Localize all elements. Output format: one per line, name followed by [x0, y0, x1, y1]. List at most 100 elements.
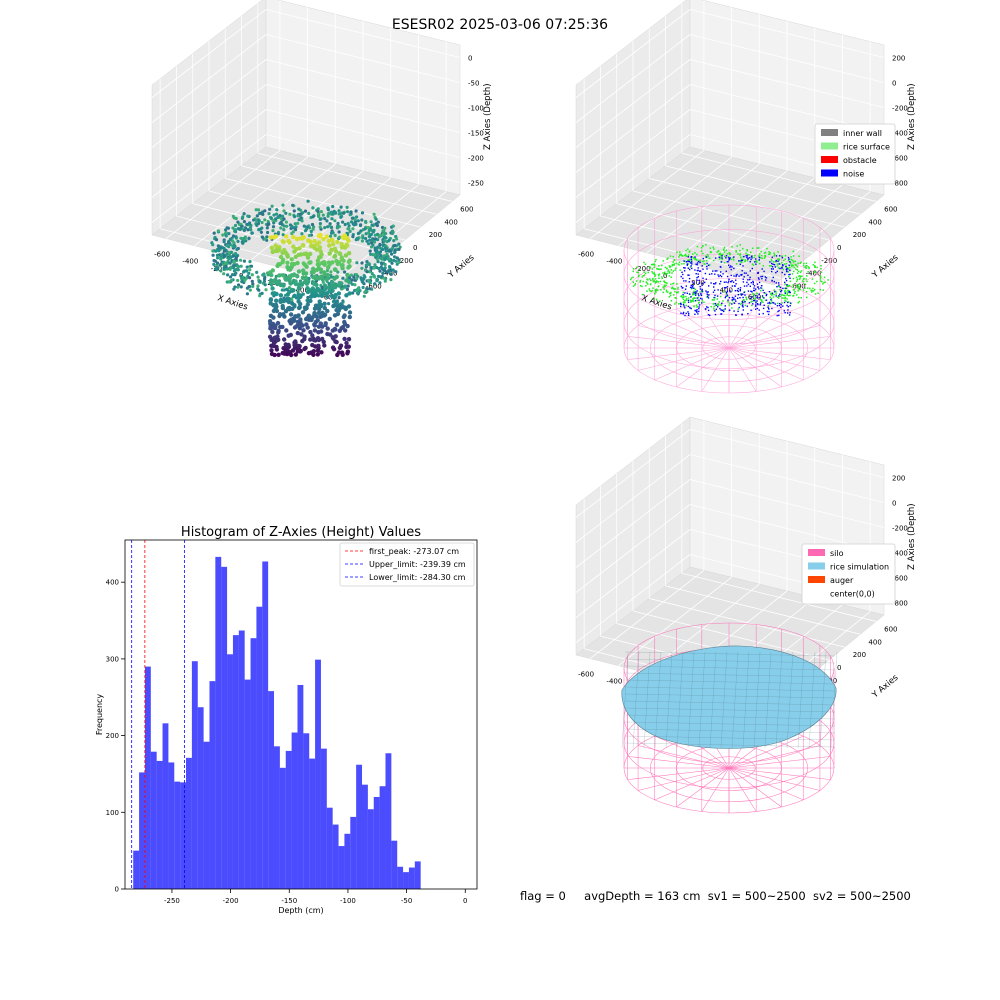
surface-point	[787, 289, 789, 292]
surface-point	[644, 272, 647, 275]
data-point	[269, 272, 274, 278]
noise-point	[747, 313, 749, 315]
surface-point	[690, 301, 692, 303]
surface-point	[792, 284, 795, 286]
data-point	[292, 209, 296, 213]
noise-point	[698, 294, 700, 297]
surface-point	[760, 289, 762, 292]
noise-point	[730, 274, 732, 277]
surface-point	[639, 281, 641, 283]
data-point	[370, 238, 375, 242]
data-point	[312, 289, 317, 294]
noise-point	[704, 272, 707, 275]
data-point	[333, 292, 338, 298]
noise-point	[687, 314, 690, 316]
data-point	[343, 328, 348, 333]
legend-swatch	[808, 562, 825, 570]
data-point	[225, 267, 229, 271]
noise-point	[687, 305, 690, 308]
noise-point	[775, 255, 778, 257]
data-point	[312, 328, 318, 333]
data-point	[286, 296, 291, 302]
data-point	[308, 294, 314, 299]
surface-point	[796, 294, 798, 296]
noise-point	[738, 275, 740, 277]
surface-point	[800, 275, 802, 278]
data-point	[250, 279, 254, 283]
data-point	[292, 293, 297, 298]
noise-point	[763, 292, 765, 294]
data-point	[242, 212, 246, 216]
data-point	[371, 243, 375, 247]
noise-point	[688, 277, 691, 280]
noise-point	[697, 313, 699, 315]
noise-point	[778, 282, 780, 284]
data-point	[383, 246, 387, 250]
surface-point	[781, 293, 783, 296]
surface-point	[656, 268, 659, 270]
data-point	[336, 221, 340, 226]
surface-point	[762, 296, 764, 298]
data-point	[256, 284, 260, 288]
noise-point	[755, 308, 757, 310]
data-point	[280, 239, 285, 244]
surface-point	[681, 263, 683, 265]
data-point	[324, 277, 329, 282]
surface-point	[702, 290, 704, 293]
data-point	[367, 262, 371, 266]
x-tick-label: -200	[223, 897, 239, 905]
surface-point	[694, 257, 697, 260]
data-point	[347, 258, 352, 263]
data-point	[347, 310, 353, 315]
histogram-bar	[268, 691, 275, 889]
surface-point	[746, 260, 749, 262]
y-tick-label: -400	[382, 270, 398, 278]
noise-point	[765, 299, 768, 301]
data-point	[275, 263, 280, 269]
noise-point	[729, 257, 731, 259]
noise-point	[726, 275, 729, 278]
surface-point	[718, 252, 721, 255]
surface-point	[796, 286, 799, 288]
noise-point	[742, 304, 744, 306]
panel3-title: Histogram of Z-Axies (Height) Values	[181, 525, 421, 540]
data-point	[345, 323, 350, 329]
data-point	[222, 266, 226, 271]
noise-point	[690, 265, 692, 267]
noise-point	[701, 298, 703, 300]
noise-point	[774, 303, 777, 305]
noise-point	[725, 270, 727, 272]
noise-point	[735, 283, 737, 285]
noise-point	[695, 263, 697, 265]
data-point	[330, 328, 335, 333]
surface-point	[723, 251, 726, 253]
surface-point	[713, 307, 715, 309]
histogram-bar	[397, 866, 404, 889]
histogram-bar	[191, 661, 198, 889]
noise-point	[714, 257, 717, 259]
legend-label: Upper_limit: -239.39 cm	[369, 560, 466, 569]
noise-point	[731, 303, 733, 305]
data-point	[390, 261, 394, 265]
data-point	[229, 275, 233, 279]
surface-mesh	[819, 651, 827, 749]
surface-point	[638, 274, 640, 276]
surface-point	[799, 262, 801, 264]
surface-point	[647, 283, 649, 285]
noise-point	[687, 256, 689, 258]
data-point	[294, 228, 298, 232]
noise-point	[694, 309, 696, 312]
surface-point	[805, 264, 807, 267]
noise-point	[784, 281, 786, 284]
noise-point	[690, 256, 692, 259]
surface-point	[797, 287, 800, 290]
data-point	[322, 283, 328, 288]
surface-point	[672, 282, 675, 284]
noise-point	[707, 306, 709, 309]
data-point	[346, 251, 352, 256]
surface-point	[674, 297, 676, 299]
surface-point	[729, 253, 732, 255]
surface-mesh	[731, 651, 739, 749]
surface-point	[761, 300, 763, 303]
noise-point	[779, 302, 781, 305]
